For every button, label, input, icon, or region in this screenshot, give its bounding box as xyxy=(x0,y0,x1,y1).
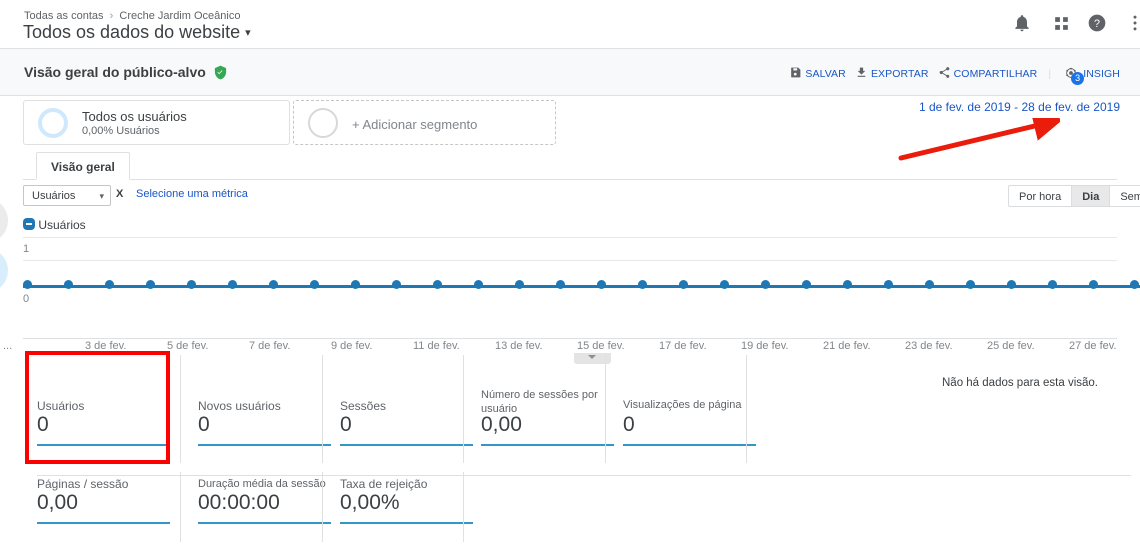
svg-text:?: ? xyxy=(1094,18,1100,30)
